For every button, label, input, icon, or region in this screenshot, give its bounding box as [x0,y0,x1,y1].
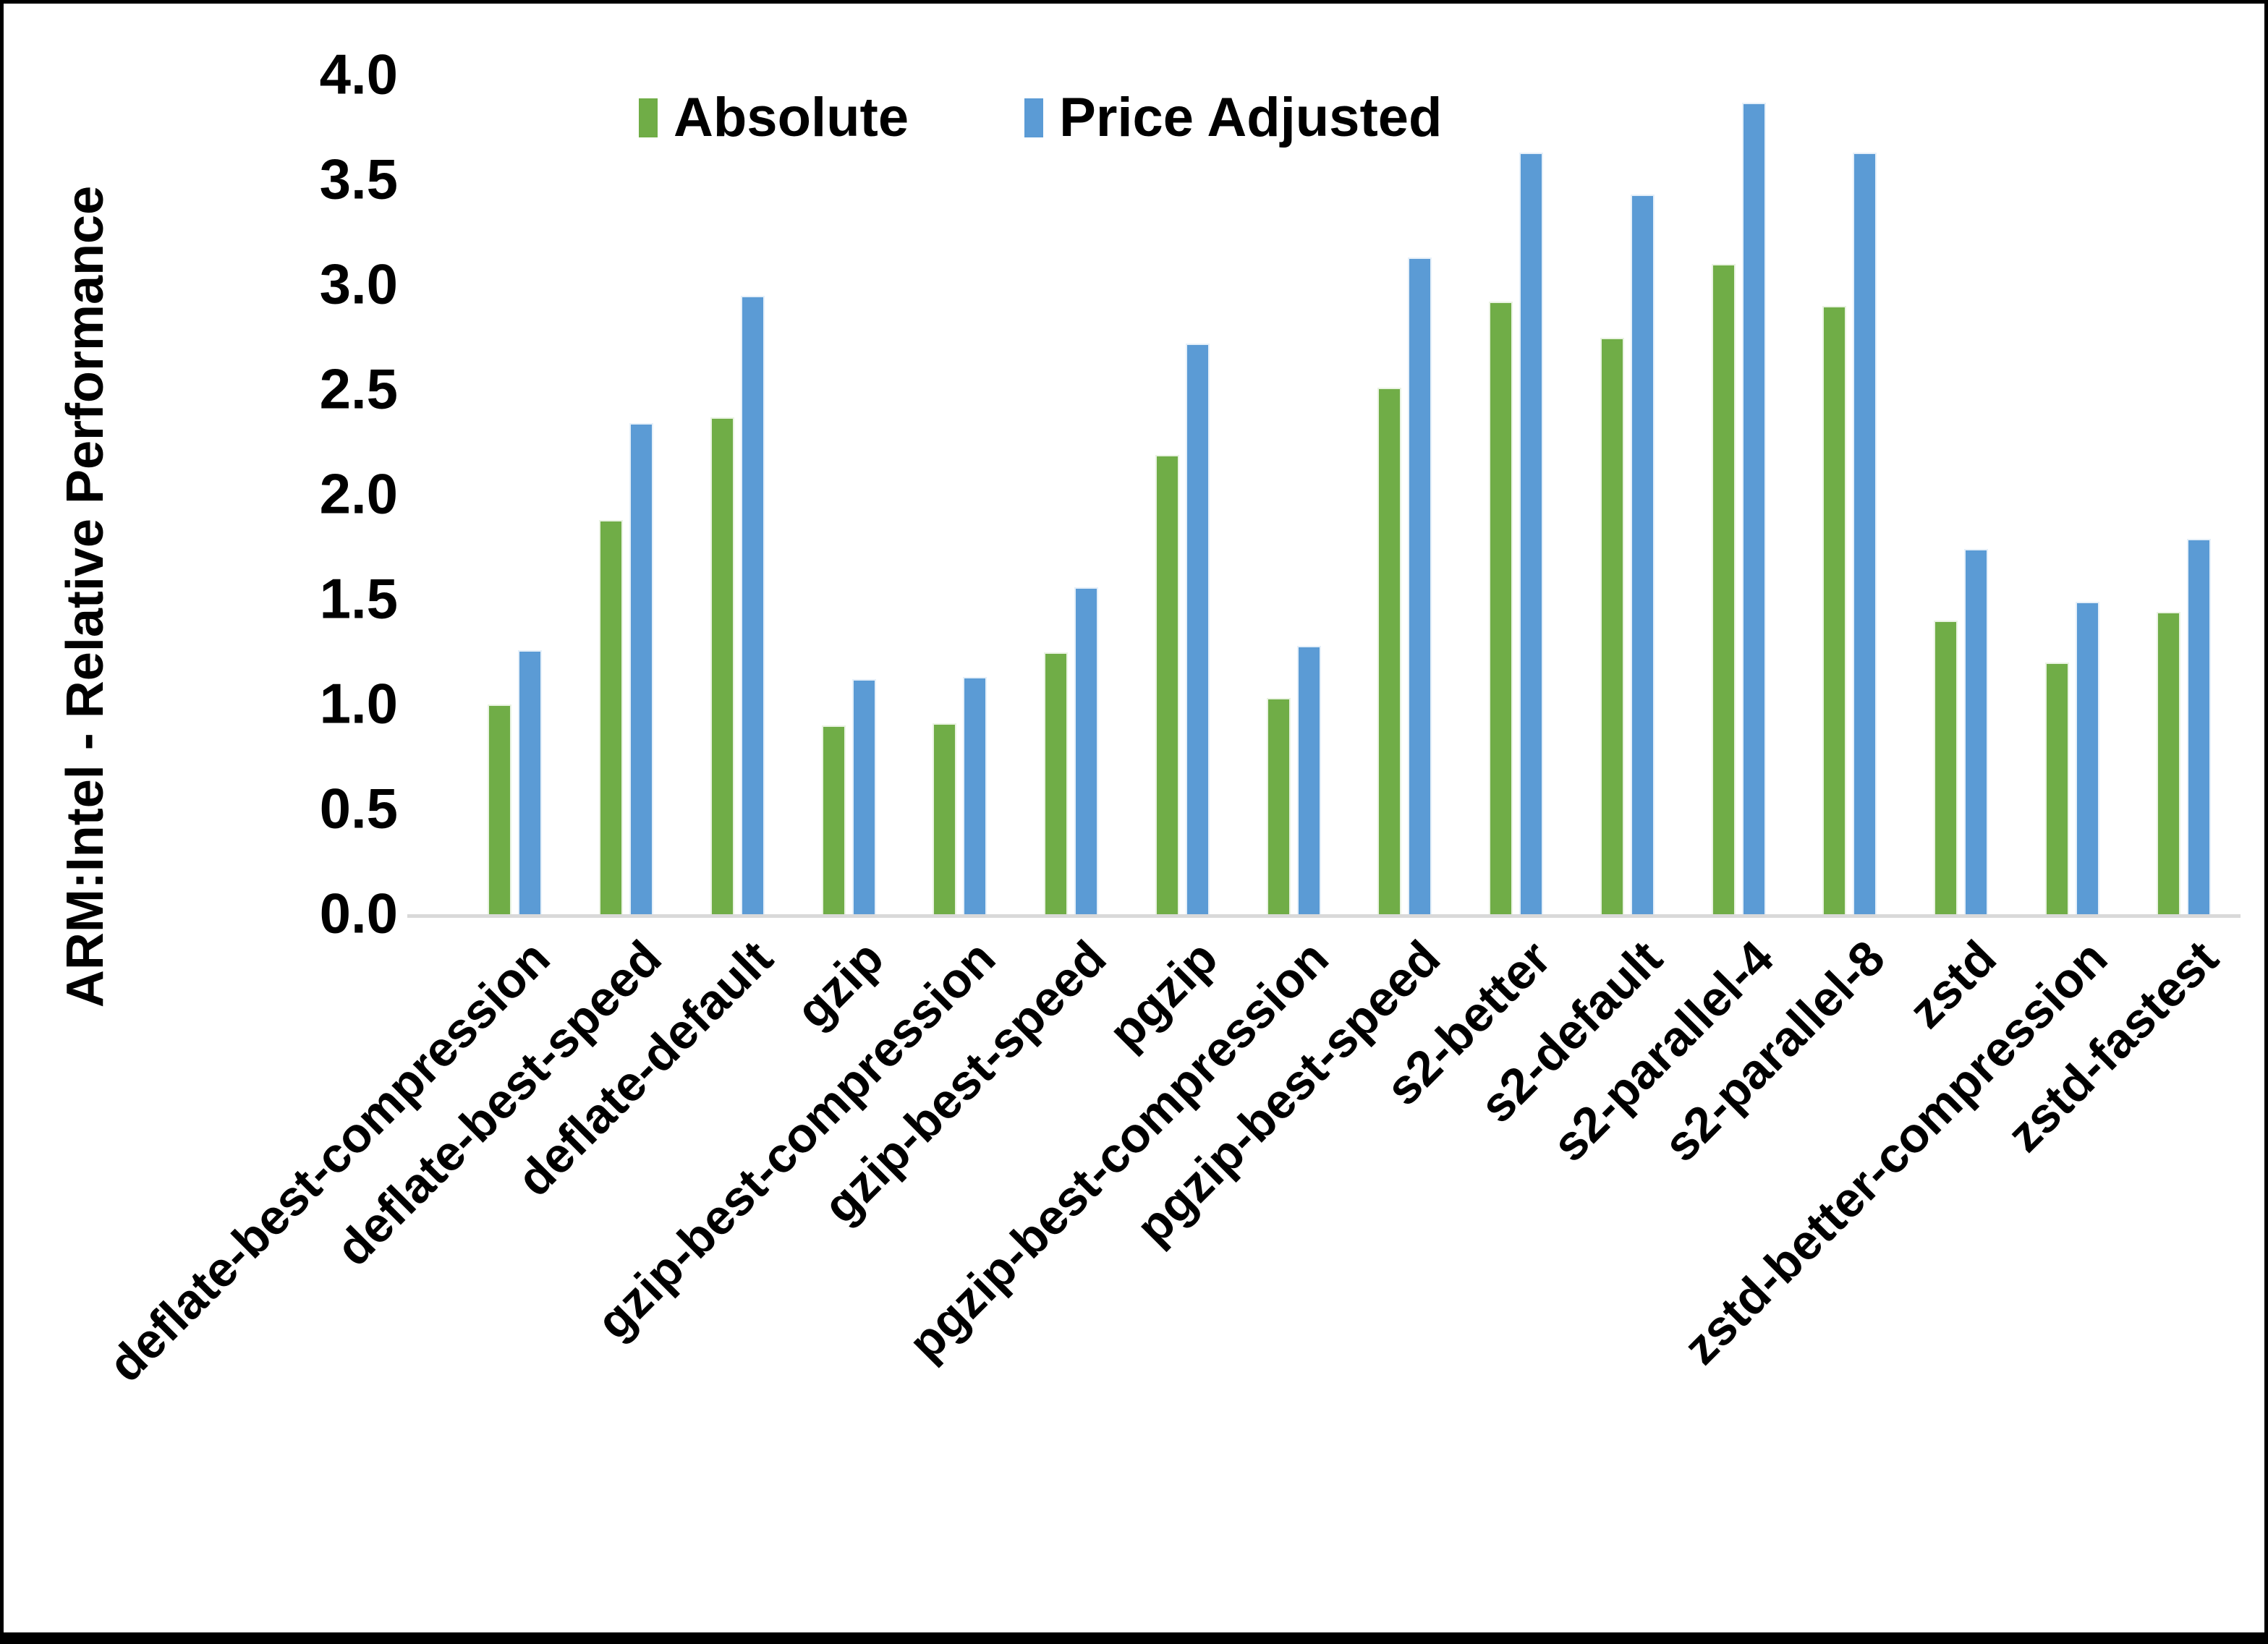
y-axis-tick-labels: 0.0 0.5 1.0 1.5 2.0 2.5 3.0 3.5 4.0 [4,4,398,1632]
bar-group [1238,75,1349,914]
bar-absolute [1934,621,1958,914]
bar-absolute [933,723,957,914]
bar-price-adjusted [1853,153,1877,914]
x-axis-line [407,914,2241,918]
legend-item-price-adjusted: Price Adjusted [1024,90,1442,145]
bar-group [682,75,794,914]
legend: Absolute Price Adjusted [639,90,1442,145]
bar-group [1349,75,1461,914]
bar-price-adjusted [2186,538,2211,914]
bar-group [1127,75,1239,914]
y-tick-label: 1.0 [319,671,398,736]
bar-group [793,75,904,914]
bar-price-adjusted [851,679,876,914]
bar-absolute [1600,337,1624,914]
bar-group [459,75,571,914]
bar-price-adjusted [740,295,765,914]
bar-group [1906,75,2017,914]
bar-price-adjusted [963,677,988,914]
bar-group [2017,75,2128,914]
bar-absolute [1377,388,1402,914]
bar-price-adjusted [1408,257,1432,914]
bar-price-adjusted [629,423,654,914]
y-tick-label: 1.5 [319,566,398,631]
plot-area [459,75,2239,914]
bar-absolute [488,704,512,914]
bar-absolute [710,417,734,914]
bar-price-adjusted [1964,549,1989,914]
bar-group [1572,75,1683,914]
bar-absolute [1489,302,1513,914]
bar-price-adjusted [2075,601,2099,914]
x-axis-label: deflate-best-compression [98,930,561,1393]
bar-absolute [2044,663,2069,914]
bar-group [1016,75,1127,914]
y-tick-label: 0.5 [319,776,398,840]
bar-price-adjusted [518,649,543,914]
bar-absolute [821,725,846,914]
y-tick-label: 4.0 [319,42,398,106]
bar-absolute [1711,264,1736,914]
y-tick-label: 3.5 [319,147,398,211]
y-tick-label: 2.0 [319,461,398,526]
bar-price-adjusted [1185,344,1210,914]
bar-absolute [1155,454,1179,914]
x-axis-labels: deflate-best-compression deflate-best-spe… [4,4,2264,1632]
legend-item-absolute: Absolute [639,90,909,145]
bar-absolute [599,519,624,914]
bar-price-adjusted [1296,645,1321,914]
bar-price-adjusted [1741,102,1766,914]
bar-price-adjusted [1519,153,1544,914]
y-tick-label: 0.0 [319,881,398,945]
bar-absolute [1822,306,1847,914]
y-tick-label: 3.0 [319,252,398,316]
y-tick-label: 2.5 [319,357,398,421]
legend-label-absolute: Absolute [674,87,909,148]
bar-absolute [1044,652,1069,914]
bar-absolute [1266,698,1291,914]
bar-absolute [2156,612,2180,914]
legend-label-price-adjusted: Price Adjusted [1059,87,1443,148]
bar-group [2128,75,2239,914]
legend-swatch-absolute [639,98,658,137]
bar-group [1461,75,1572,914]
bar-group [571,75,682,914]
bar-group [1794,75,1906,914]
bar-group [1683,75,1794,914]
legend-swatch-price-adjusted [1024,98,1044,137]
bar-price-adjusted [1074,587,1099,914]
bar-price-adjusted [1630,195,1655,914]
bar-group [904,75,1016,914]
